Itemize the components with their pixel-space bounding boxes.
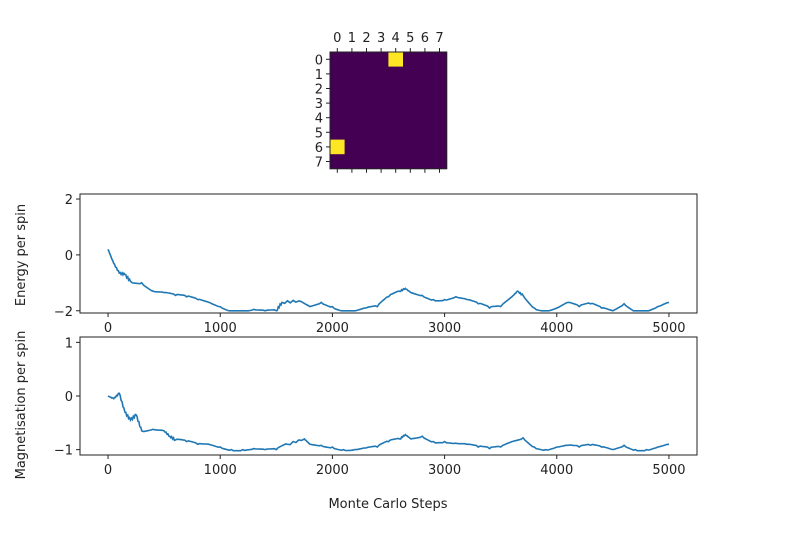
energy-plot: 0 1000 2000 3000 4000 5000 −2 0 2 — [54, 193, 698, 336]
data-line — [107, 392, 670, 452]
heatmap-ytick-label: 5 — [315, 126, 323, 141]
heatmap-ytick-label: 2 — [315, 83, 323, 98]
xtick-label: 3000 — [428, 463, 461, 478]
xtick-label: 0 — [104, 321, 112, 336]
xtick-label: 3000 — [428, 321, 461, 336]
ytick-label: 2 — [65, 193, 73, 208]
ytick-label: 0 — [65, 249, 73, 264]
x-axis-label: Monte Carlo Steps — [328, 497, 447, 512]
xtick-label: 2000 — [316, 321, 349, 336]
heatmap-ytick-label: 0 — [315, 53, 323, 68]
heatmap-ytick-label: 6 — [315, 141, 323, 156]
heatmap-xtick-label: 7 — [435, 31, 443, 46]
heatmap-xtick-label: 1 — [348, 31, 356, 46]
axes-frame — [79, 193, 698, 314]
heatmap-cell-up — [388, 52, 403, 67]
xtick-label: 4000 — [540, 463, 573, 478]
heatmap-cell-up — [330, 139, 345, 155]
heatmap-xtick-label: 3 — [377, 31, 385, 46]
magnetisation-ylabel: Magnetisation per spin — [14, 331, 29, 480]
data-line — [107, 248, 670, 312]
xtick-label: 4000 — [540, 321, 573, 336]
xtick-label: 1000 — [204, 321, 237, 336]
xtick-label: 5000 — [652, 321, 685, 336]
xtick-label: 1000 — [204, 463, 237, 478]
xtick-label: 5000 — [652, 463, 685, 478]
heatmap-ytick-label: 7 — [315, 156, 323, 171]
heatmap-xtick-label: 0 — [333, 31, 341, 46]
heatmap-xtick-label: 5 — [406, 31, 414, 46]
heatmap-frame — [329, 51, 448, 170]
heatmap-xtick-label: 4 — [392, 31, 400, 46]
heatmap-ytick-label: 4 — [315, 112, 323, 127]
ytick-label: −2 — [54, 305, 73, 320]
heatmap-xtick-label: 2 — [362, 31, 370, 46]
magnetisation-plot: 0 1000 2000 3000 4000 5000 −1 0 1 — [54, 336, 698, 478]
heatmap-ytick-label: 1 — [315, 68, 323, 83]
xtick-label: 0 — [104, 463, 112, 478]
heatmap-xtick-label: 6 — [421, 31, 429, 46]
ytick-label: 1 — [65, 336, 73, 351]
heatmap-ytick-label: 3 — [315, 97, 323, 112]
ytick-label: −1 — [54, 444, 73, 459]
xtick-label: 2000 — [316, 463, 349, 478]
heatmap-background — [330, 52, 447, 169]
ytick-label: 0 — [65, 390, 73, 405]
energy-ylabel: Energy per spin — [14, 204, 29, 306]
